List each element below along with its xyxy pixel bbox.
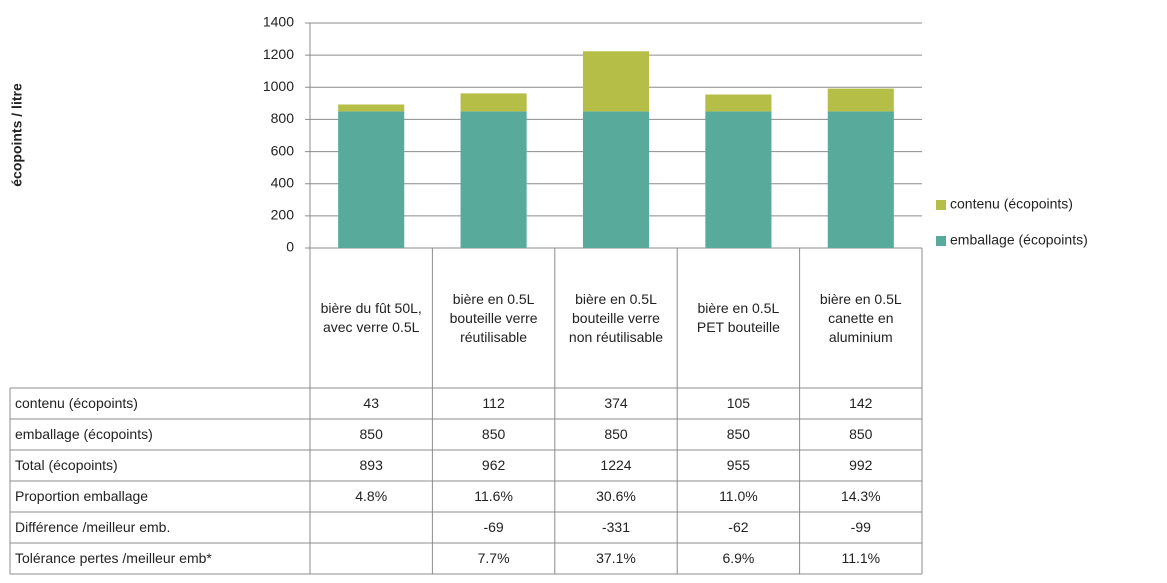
y-tick-label: 400 xyxy=(271,174,295,190)
y-tick-label: 800 xyxy=(271,110,295,126)
table-cell: -69 xyxy=(483,519,503,535)
bar-segment xyxy=(460,93,527,112)
table-cell: 37.1% xyxy=(596,550,636,566)
legend-swatch xyxy=(936,236,946,246)
table-row-label: Total (écopoints) xyxy=(15,457,118,473)
y-tick-label: 600 xyxy=(271,142,295,158)
y-tick-label: 1400 xyxy=(263,14,294,30)
table-cell: 4.8% xyxy=(355,488,387,504)
table-cell: 850 xyxy=(360,426,384,442)
table-cell: 30.6% xyxy=(596,488,636,504)
bar-segment xyxy=(582,51,650,112)
y-tick-label: 0 xyxy=(286,239,294,255)
bar-segment xyxy=(338,104,405,112)
x-tick-label: bière du fût 50L, avec verre 0.5L xyxy=(320,300,422,335)
table-cell: 14.3% xyxy=(841,488,881,504)
table-row-label: Différence /meilleur emb. xyxy=(15,519,170,535)
category-cell: bière du fût 50L, avec verre 0.5L xyxy=(320,300,422,335)
category-cell: bière en 0.5L bouteille verre non réutil… xyxy=(568,290,664,345)
bar-segment xyxy=(827,111,894,249)
table-cell: 850 xyxy=(604,426,628,442)
legend-label: emballage (écopoints) xyxy=(950,232,1088,248)
table-row-label: Proportion emballage xyxy=(15,488,148,504)
table-cell: 6.9% xyxy=(722,550,754,566)
bar-segment xyxy=(705,94,772,112)
table-cell: -62 xyxy=(728,519,748,535)
table-cell: 850 xyxy=(727,426,751,442)
table-cell: -331 xyxy=(602,519,630,535)
table-cell: 1224 xyxy=(600,457,631,473)
table-cell: 955 xyxy=(727,457,751,473)
legend-label: contenu (écopoints) xyxy=(950,196,1073,212)
table-cell: 893 xyxy=(360,457,384,473)
table-cell: 7.7% xyxy=(478,550,510,566)
bar-segment xyxy=(460,111,527,249)
category-cell: bière en 0.5L canette en aluminium xyxy=(819,290,902,345)
bar-segment xyxy=(827,88,894,112)
bar-segment xyxy=(582,111,650,249)
table-cell: 992 xyxy=(849,457,873,473)
table-cell: 43 xyxy=(363,395,379,411)
x-tick-label: bière en 0.5L bouteille verre réutilisab… xyxy=(449,290,538,345)
table-cell: 374 xyxy=(604,395,628,411)
table-cell: 105 xyxy=(727,395,751,411)
category-cell: bière en 0.5L PET bouteille xyxy=(696,300,780,335)
table-cell: 142 xyxy=(849,395,873,411)
table-row-label: contenu (écopoints) xyxy=(15,395,138,411)
table-cell: 11.0% xyxy=(719,488,758,504)
x-tick-label: bière en 0.5L bouteille verre non réutil… xyxy=(568,290,664,345)
y-tick-label: 1000 xyxy=(263,78,294,94)
bar-segment xyxy=(338,111,405,249)
table-row-label: Tolérance pertes /meilleur emb* xyxy=(15,550,212,566)
x-tick-label: bière en 0.5L canette en aluminium xyxy=(819,290,902,345)
bar-segment xyxy=(705,111,772,249)
table-cell: -99 xyxy=(851,519,871,535)
y-axis-label: écopoints / litre xyxy=(9,83,25,187)
table-cell: 11.6% xyxy=(474,488,513,504)
table-cell: 850 xyxy=(849,426,873,442)
y-tick-label: 200 xyxy=(271,207,295,223)
y-tick-label: 1200 xyxy=(263,46,294,62)
table-cell: 11.1% xyxy=(841,550,880,566)
x-tick-label: bière en 0.5L PET bouteille xyxy=(696,300,780,335)
category-cell: bière en 0.5L bouteille verre réutilisab… xyxy=(449,290,538,345)
table-cell: 112 xyxy=(482,395,505,411)
legend-swatch xyxy=(936,200,946,210)
table-row-label: emballage (écopoints) xyxy=(15,426,153,442)
table-cell: 850 xyxy=(482,426,506,442)
table-cell: 962 xyxy=(482,457,506,473)
